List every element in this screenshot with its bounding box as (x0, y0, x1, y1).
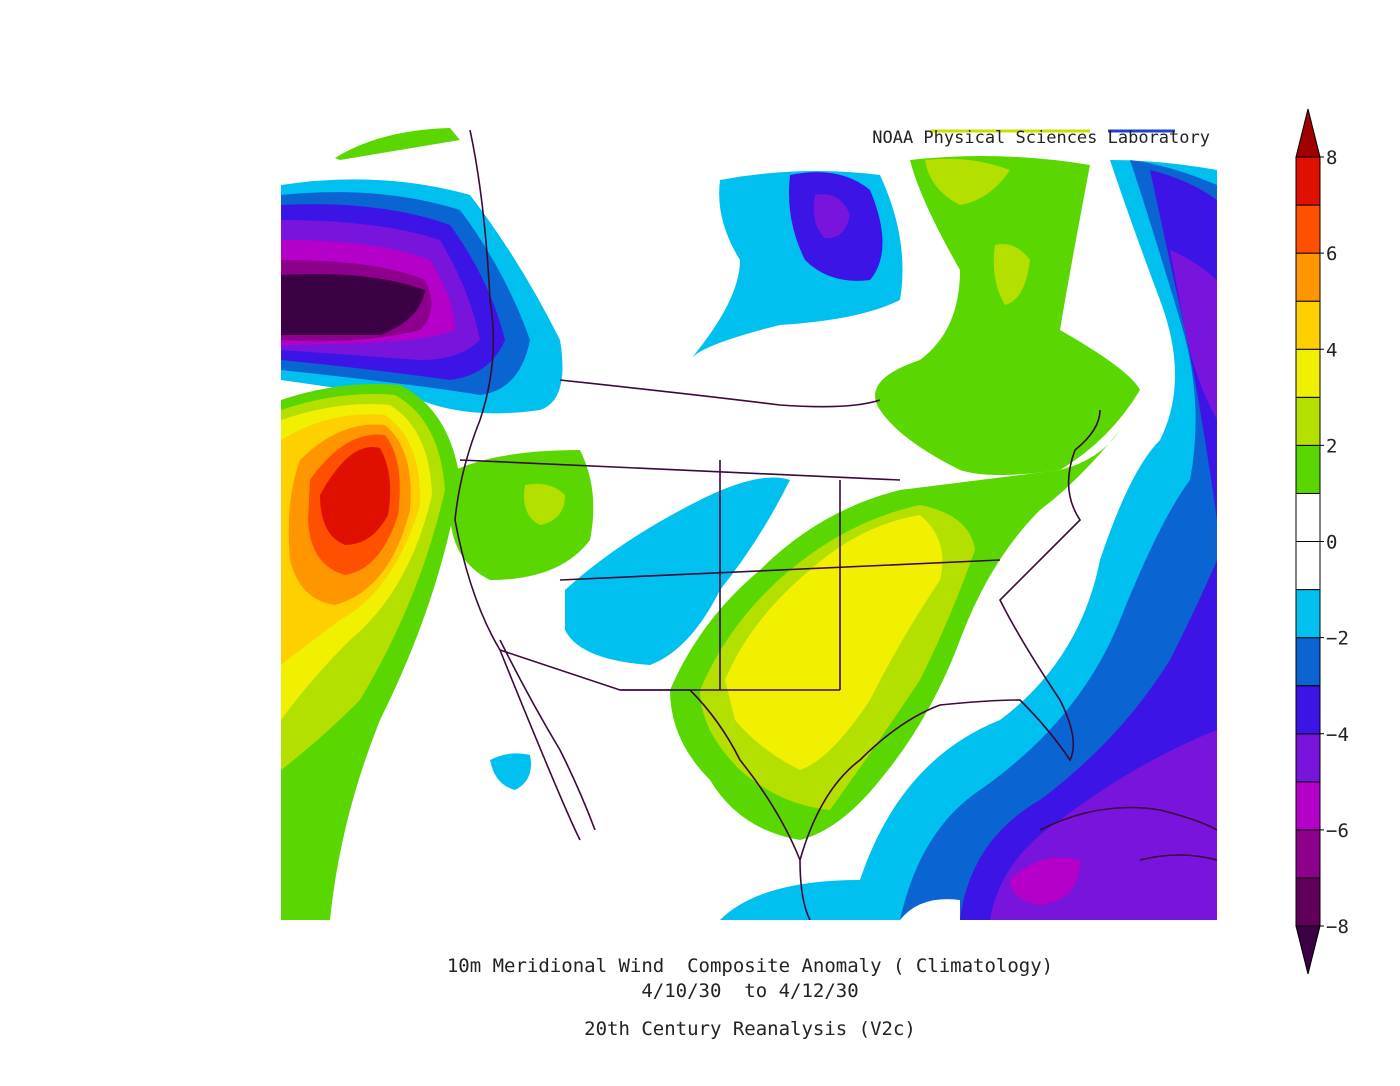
contour (900, 899, 960, 920)
colorbar-tick-label: 0 (1326, 532, 1337, 554)
colorbar-band (1295, 444, 1321, 494)
colorbar-band (1295, 396, 1321, 446)
contour (320, 446, 391, 545)
colorbar-band (1295, 541, 1321, 591)
contour (490, 753, 531, 790)
credit: NOAA Physical Sciences Laboratory (872, 128, 1210, 148)
colorbar-band (1295, 685, 1321, 735)
colorbar-tick-label: −6 (1326, 820, 1349, 842)
colorbar-tick-label: −8 (1326, 916, 1349, 938)
contour (565, 477, 790, 665)
colorbar-tick-label: 6 (1326, 243, 1337, 265)
contour (960, 170, 1217, 920)
contour (450, 450, 594, 580)
colorbar-tick-label: 8 (1326, 147, 1337, 169)
contour (1170, 250, 1217, 420)
border (499, 379, 1101, 920)
title-line: 20th Century Reanalysis (V2c) (584, 1018, 916, 1040)
colorbar-band (1295, 829, 1321, 879)
colorbar-band (1295, 492, 1321, 542)
contour (335, 128, 460, 160)
coastline (454, 129, 596, 841)
colorbar-band (1295, 348, 1321, 398)
colorbar: 8 6 4 2 0 −2 −4 −6 −8 (1295, 108, 1349, 975)
colorbar-band (1295, 252, 1321, 302)
title-line: 4/10/30 to 4/12/30 (641, 980, 858, 1002)
colorbar-band (1295, 637, 1321, 687)
border (459, 459, 1001, 691)
colorbar-band (1295, 300, 1321, 350)
contour (281, 274, 425, 335)
colorbar-tick-label: 4 (1326, 339, 1337, 361)
colorbar-band (1295, 733, 1321, 783)
colorbar-tick-label: −4 (1326, 724, 1349, 746)
colorbar-band (1295, 204, 1321, 254)
title-line: 10m Meridional Wind Composite Anomaly ( … (447, 955, 1053, 977)
colorbar-band (1295, 877, 1321, 927)
colorbar-band (1295, 781, 1321, 831)
contour (813, 194, 850, 239)
coastline (1039, 806, 1217, 861)
colorbar-tick-label: −2 (1326, 628, 1349, 650)
colorbar-tick-label: 2 (1326, 435, 1337, 457)
contour (993, 244, 1030, 305)
colorbar-extension (1295, 108, 1321, 158)
contour (875, 156, 1140, 475)
colorbar-extension (1295, 925, 1321, 975)
contour (925, 158, 1010, 205)
map (281, 128, 1217, 920)
contour (524, 483, 565, 525)
colorbar-band (1295, 156, 1321, 206)
colorbar-band (1295, 589, 1321, 639)
contour (725, 515, 943, 770)
contour (1010, 857, 1080, 905)
